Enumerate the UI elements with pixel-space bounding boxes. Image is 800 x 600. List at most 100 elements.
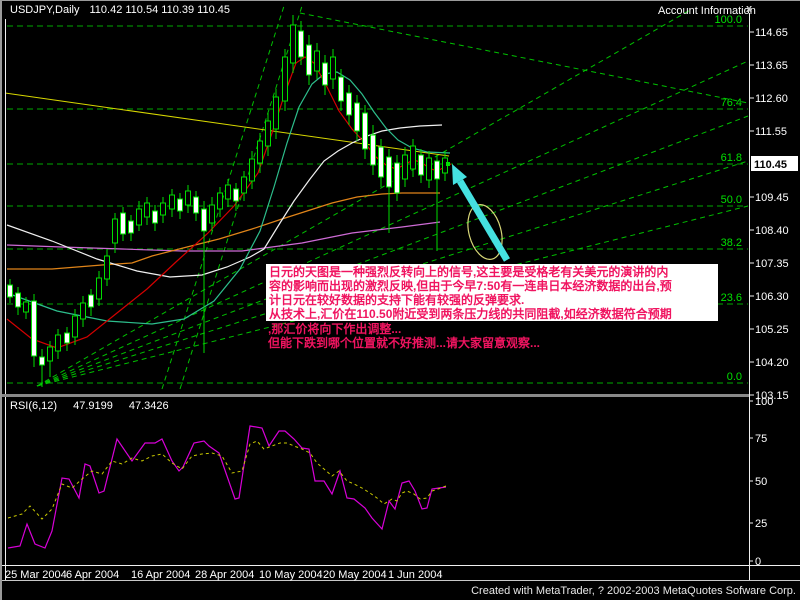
- candle-body: [144, 202, 150, 218]
- candle-body: [273, 96, 279, 130]
- fib-level-label: 100.0: [714, 14, 742, 26]
- candle-body: [257, 140, 263, 164]
- y-axis-label: 105.25: [755, 324, 789, 336]
- y-axis-label: 112.60: [755, 93, 788, 105]
- annotation-line: 容的影响而出现的激烈反映,但由于今早7:50有一连串日本经济数据的出台,预: [269, 279, 672, 293]
- x-axis-date-label: 28 Apr 2004: [195, 569, 254, 581]
- candle-body: [370, 134, 376, 166]
- fib-level-label: 23.6: [721, 292, 742, 304]
- candle-body: [426, 157, 432, 181]
- account-information-menu[interactable]: Account Information: [658, 5, 756, 17]
- candle-body: [418, 154, 424, 176]
- candle-body: [201, 208, 207, 232]
- candle-body: [322, 62, 328, 86]
- candle-body: [330, 56, 336, 80]
- candle-body: [185, 190, 191, 206]
- x-axis-date-label: 10 May 2004: [259, 569, 323, 581]
- rsi-axis-label: 0: [755, 556, 761, 568]
- candle-body: [7, 284, 13, 298]
- fib-level-label: 76.4: [721, 97, 742, 109]
- y-axis-label: 113.65: [755, 60, 788, 72]
- x-axis-date-label: 6 Apr 2004: [66, 569, 119, 581]
- y-axis-label: 108.40: [755, 225, 789, 237]
- candle-body: [96, 277, 102, 300]
- annotation-arrow-head: [452, 164, 467, 185]
- x-axis-date-label: 1 Jun 2004: [388, 569, 442, 581]
- y-axis-label: 111.55: [755, 126, 787, 138]
- candle-body: [362, 112, 368, 150]
- rsi-axis-label: 75: [755, 433, 767, 445]
- current-price-tag: [751, 156, 798, 171]
- candle-body: [39, 356, 45, 366]
- y-axis-label: 107.35: [755, 258, 789, 270]
- rsi-axis-label: 25: [755, 518, 767, 530]
- candle-body: [47, 346, 53, 362]
- rsi-axis-label: 100: [755, 396, 773, 408]
- y-axis-label: 104.20: [755, 357, 789, 369]
- fib-level-label: 50.0: [721, 194, 742, 206]
- candle-body: [225, 184, 231, 200]
- candle-body: [290, 24, 296, 64]
- candle-body: [72, 315, 78, 338]
- candle-body: [217, 192, 223, 210]
- current-bar-marker: [446, 162, 450, 166]
- candle-body: [410, 145, 416, 170]
- candle-body: [169, 194, 175, 210]
- ma-line-orange: [7, 192, 440, 270]
- candle-body: [282, 56, 288, 102]
- annotation-line: 日元的天图是一种强烈反转向上的信号,这主要是受格老有关美元的演讲的内: [269, 265, 669, 279]
- candle-body: [346, 92, 352, 116]
- x-axis-date-label: 20 May 2004: [323, 569, 387, 581]
- gann-fan-line: [36, 115, 749, 387]
- panel-splitter: [2, 394, 749, 397]
- candle-body: [193, 196, 199, 214]
- annotation-line: 从技术上,汇价在110.50附近受到两条压力线的共同阻截,如经济数据符合预期: [269, 307, 672, 321]
- candle-body: [378, 146, 384, 178]
- rsi-indicator-header: RSI(6,12) 47.9199 47.3426: [10, 400, 185, 412]
- x-axis-date-label: 16 Apr 2004: [131, 569, 190, 581]
- close-icon[interactable]: x: [746, 3, 753, 15]
- annotation-arrow-shaft: [456, 179, 511, 262]
- rsi-label: RSI(6,12): [10, 400, 58, 412]
- candle-body: [209, 204, 215, 224]
- x-axis-date-label: 25 Mar 2004: [5, 569, 67, 581]
- candle-body: [434, 160, 440, 180]
- candle-body: [23, 301, 29, 313]
- ohlc-quote-label: 110.42 110.54 110.39 110.45: [89, 4, 230, 16]
- chart-title: USDJPY,Daily 110.42 110.54 110.39 110.45: [10, 4, 230, 16]
- candle-body: [15, 292, 21, 308]
- rsi-value-1: 47.9199: [73, 400, 113, 412]
- fib-level-label: 0.0: [727, 371, 742, 383]
- candle-body: [354, 102, 360, 132]
- candle-body: [265, 120, 271, 147]
- annotation-line: 计日元在较好数据的支持下能有较强的反弹要求.: [269, 293, 525, 307]
- annotation-text-below: ,那汇价将向下作出调整... 但能下跌到哪个位置就不好推测...请大家留意观察..…: [268, 322, 738, 350]
- annotation-line: 但能下跌到哪个位置就不好推测...请大家留意观察...: [268, 336, 541, 350]
- y-axis-label: 106.30: [755, 291, 789, 303]
- candle-body: [120, 212, 126, 235]
- ma-line-white: [6, 124, 443, 278]
- resistance-line: [299, 12, 749, 104]
- rsi-value-2: 47.3426: [128, 400, 169, 412]
- candle-body: [136, 208, 142, 226]
- candle-body: [55, 334, 61, 352]
- candle-body: [306, 44, 312, 76]
- candle-body: [160, 202, 166, 216]
- candle-body: [402, 154, 408, 180]
- ma-line-teal: [6, 71, 451, 325]
- symbol-period-label: USDJPY,Daily: [10, 4, 80, 16]
- gann-fan-line: [36, 60, 749, 387]
- rsi-axis-label: 50: [755, 476, 767, 488]
- ma-line-violet: [6, 221, 441, 252]
- candle-body: [338, 76, 344, 102]
- candle-body: [64, 332, 70, 344]
- annotation-text-box: 日元的天图是一种强烈反转向上的信号,这主要是受格老有关美元的演讲的内 容的影响而出…: [266, 264, 718, 321]
- candle-body: [88, 294, 94, 308]
- candle-body: [233, 188, 239, 202]
- fib-level-label: 38.2: [721, 237, 742, 249]
- candle-body: [128, 220, 134, 234]
- copyright-label: Created with MetaTrader, ? 2002-2003 Met…: [471, 585, 796, 597]
- fib-level-label: 61.8: [721, 152, 742, 164]
